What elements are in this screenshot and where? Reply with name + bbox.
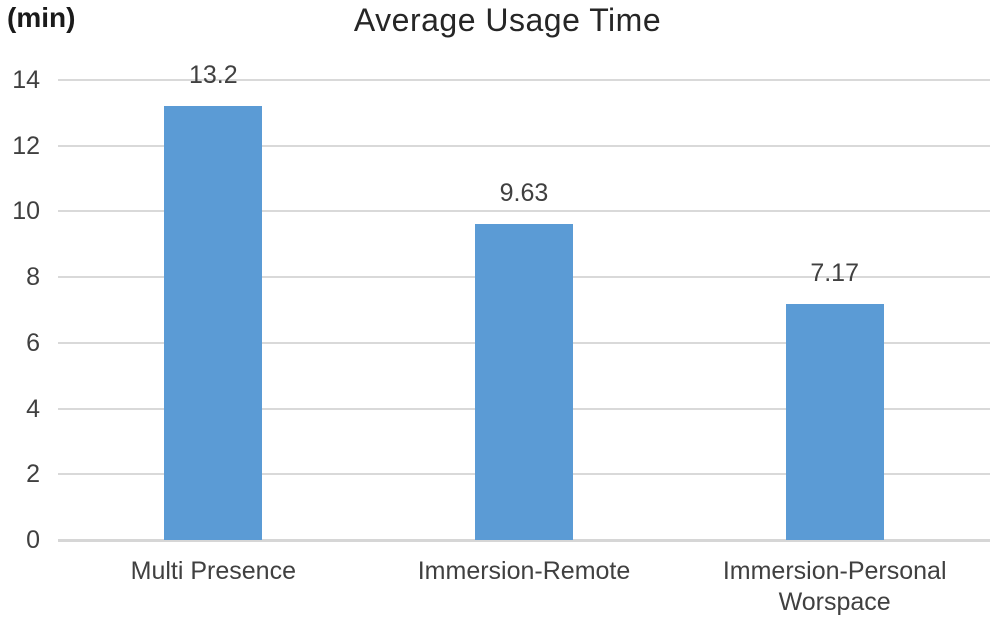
y-axis-tick-label: 12 <box>12 131 40 160</box>
y-axis-unit-label: (min) <box>7 2 76 33</box>
y-axis-tick-label: 2 <box>26 460 40 489</box>
x-axis-line <box>58 539 990 542</box>
y-axis-tick-label: 6 <box>26 328 40 357</box>
chart-title: Average Usage Time <box>353 2 662 38</box>
bar-value-label: 13.2 <box>188 61 238 90</box>
bar <box>475 223 573 540</box>
y-axis-tick-label: 0 <box>26 526 40 554</box>
bar <box>785 304 884 540</box>
bar-value-label: 7.17 <box>810 259 859 288</box>
bar-value-label: 9.63 <box>499 178 549 207</box>
gridline <box>58 210 990 213</box>
y-axis-tick-label: 10 <box>12 197 40 226</box>
gridline <box>58 79 990 81</box>
y-axis-tick-label: 4 <box>26 394 40 423</box>
y-axis-tick-label: 14 <box>12 66 40 94</box>
gridline <box>58 144 990 147</box>
x-axis-category-label: Immersion-Remote <box>417 557 631 585</box>
y-axis-tick-label: 8 <box>26 263 40 292</box>
x-axis-category-label: Immersion-Personal Worspace <box>722 557 947 616</box>
bar <box>164 106 263 540</box>
x-axis-category-label: Multi Presence <box>130 557 296 585</box>
